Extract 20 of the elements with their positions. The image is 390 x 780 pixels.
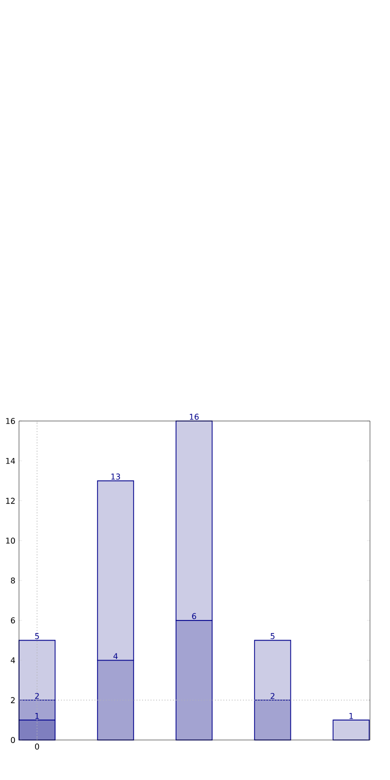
total-label: 13 bbox=[111, 474, 120, 480]
y-tick-label: 12 bbox=[6, 498, 15, 504]
y-tick-label: 14 bbox=[6, 458, 16, 464]
y-tick-label: 6 bbox=[10, 617, 15, 624]
bar bbox=[332, 720, 370, 740]
data-label: 6 bbox=[192, 613, 196, 620]
y-tick-label: 2 bbox=[10, 697, 15, 704]
y-tick-label: 16 bbox=[6, 418, 15, 424]
data-label: 4 bbox=[113, 653, 118, 660]
total-label: 16 bbox=[190, 414, 199, 420]
data-label: 2 bbox=[270, 692, 274, 699]
y-tick-label: 10 bbox=[6, 538, 15, 544]
total-label: 5 bbox=[35, 633, 39, 640]
y-tick-label: 0 bbox=[10, 736, 15, 744]
y-tick-label: 8 bbox=[10, 577, 15, 584]
total-label: 5 bbox=[270, 633, 274, 640]
y-tick-label: 4 bbox=[10, 657, 16, 664]
data-label: 1 bbox=[35, 713, 39, 719]
annotation: 2 bbox=[35, 692, 39, 699]
total-label: 1 bbox=[349, 713, 353, 719]
